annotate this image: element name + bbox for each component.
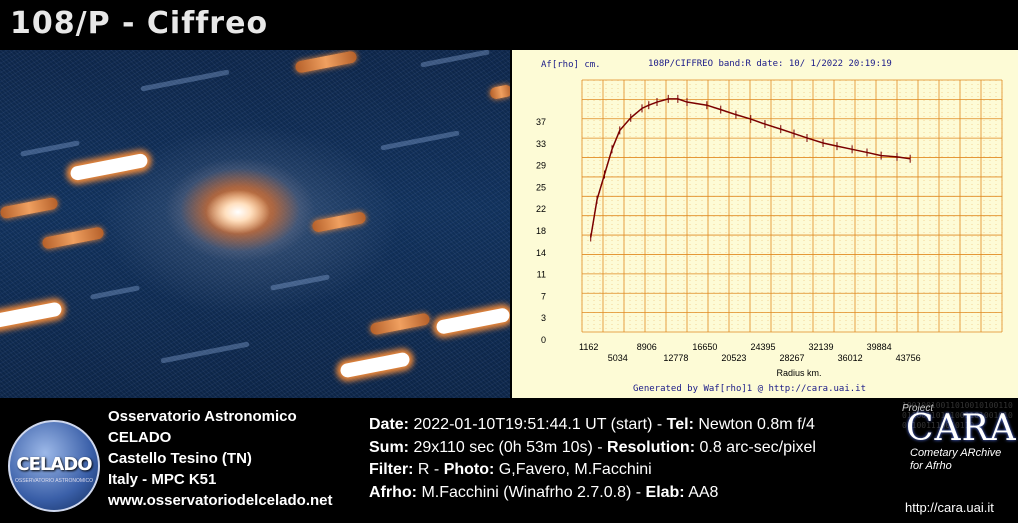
y-tick-label: 22 — [536, 204, 546, 214]
info-line-sum: Sum: 29x110 sec (0h 53m 10s) - Resolutio… — [369, 438, 816, 456]
info-line-afrho: Afrho: M.Facchini (Winafrho 2.7.0.8) - E… — [369, 483, 719, 501]
graph-marks — [589, 94, 911, 242]
cara-subtitle: Cometary ARchive for Afrho — [910, 447, 1002, 472]
y-tick-label: 25 — [536, 182, 546, 192]
graph-footer: Generated by Waf[rho]1 @ http://cara.uai… — [633, 384, 866, 394]
observation-info: Date: 2022-01-10T19:51:44.1 UT (start) -… — [369, 414, 816, 504]
comet-image — [0, 50, 510, 398]
logo-text: CELADO — [16, 454, 92, 475]
cara-binary-text: 1001001001101001010011001100110101001101… — [902, 401, 1013, 430]
x-tick-label: 36012 — [838, 353, 863, 363]
y-tick-label: 14 — [536, 248, 546, 258]
x-axis-label: Radius km. — [776, 368, 821, 378]
x-tick-label: 12778 — [663, 353, 688, 363]
cara-project-label: Project — [902, 403, 934, 414]
graph-header: 108P/CIFFREO band:R date: 10/ 1/2022 20:… — [648, 59, 892, 69]
y-axis-label: Af[rho] cm. — [541, 60, 601, 70]
observatory-website: www.osservatoriodelcelado.net — [108, 492, 333, 509]
page-title: 108/P - Ciffreo — [10, 6, 269, 41]
y-tick-label: 29 — [536, 161, 546, 171]
logo-subtext: OSSERVATORIO ASTRONOMICO — [15, 478, 93, 484]
x-tick-label: 43756 — [896, 353, 921, 363]
y-tick-label: 37 — [536, 117, 546, 127]
observatory-logo: CELADO OSSERVATORIO ASTRONOMICO — [8, 420, 100, 512]
x-tick-label: 20523 — [721, 353, 746, 363]
observatory-code: Italy - MPC K51 — [108, 471, 217, 488]
x-tick-label: 1162 — [579, 342, 598, 352]
y-tick-label: 7 — [541, 291, 546, 301]
y-tick-label: 0 — [541, 335, 546, 345]
x-tick-label: 28267 — [779, 353, 804, 363]
y-tick-label: 11 — [537, 270, 546, 280]
x-tick-label: 16650 — [692, 342, 717, 352]
afrho-graph: Af[rho] cm. 108P/CIFFREO band:R date: 10… — [512, 50, 1018, 398]
y-tick-label: 18 — [536, 226, 546, 236]
observatory-place: CELADO — [108, 429, 172, 446]
cara-logo-word: CARA — [906, 408, 1017, 449]
x-tick-label: 5034 — [608, 353, 628, 363]
x-tick-label: 39884 — [867, 342, 892, 352]
info-line-date: Date: 2022-01-10T19:51:44.1 UT (start) -… — [369, 416, 815, 433]
cara-binary-background: 1001001001101001010011001100110101001101… — [902, 401, 1016, 497]
y-tick-label: 33 — [536, 139, 546, 149]
x-tick-label: 8906 — [637, 342, 657, 352]
x-tick-label: 24395 — [750, 342, 775, 352]
observatory-name: Osservatorio Astronomico — [108, 408, 297, 425]
observatory-location: Castello Tesino (TN) — [108, 450, 252, 467]
observatory-info: Osservatorio Astronomico CELADO Castello… — [108, 406, 333, 511]
info-line-filter: Filter: R - Photo: G,Favero, M.Facchini — [369, 461, 652, 478]
y-tick-label: 3 — [541, 313, 546, 323]
cara-url: http://cara.uai.it — [905, 500, 994, 515]
x-tick-label: 32139 — [809, 342, 834, 352]
